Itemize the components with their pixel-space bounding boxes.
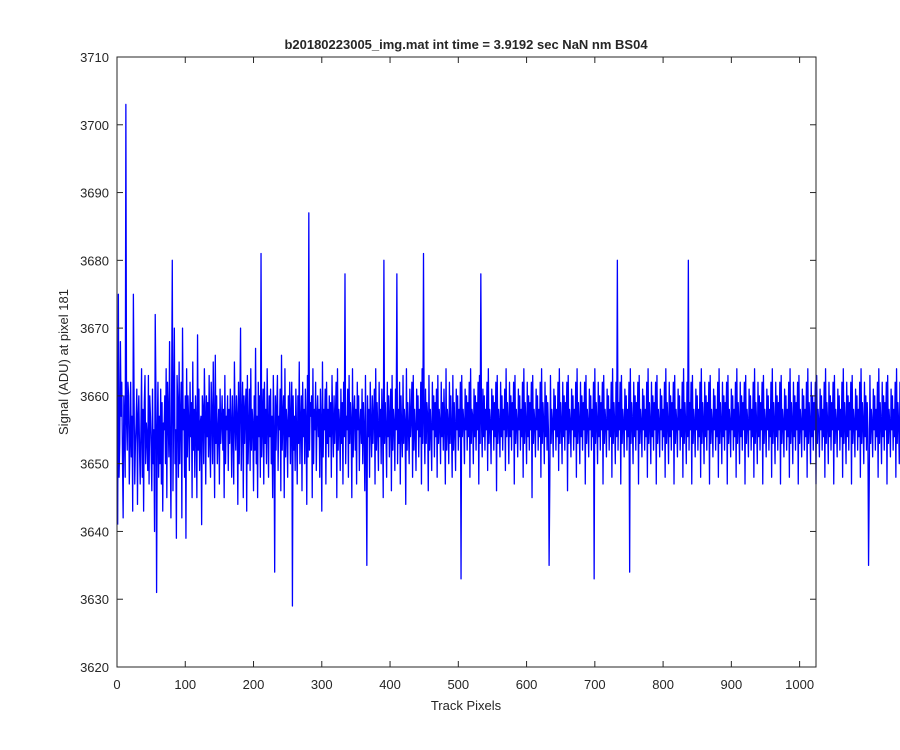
x-tick-label: 700 [584,677,606,692]
y-tick-label: 3660 [80,389,109,404]
x-tick-label: 1000 [785,677,814,692]
y-tick-label: 3640 [80,524,109,539]
x-tick-label: 800 [652,677,674,692]
y-tick-label: 3670 [80,321,109,336]
y-tick-label: 3620 [80,660,109,675]
x-tick-label: 300 [311,677,333,692]
x-axis-label: Track Pixels [431,698,502,713]
y-axis-ticks: 3620 3630 3640 3650 3660 3670 3680 3690 3700 3710 [80,50,816,675]
x-tick-label: 200 [243,677,265,692]
y-tick-label: 3690 [80,186,109,201]
x-tick-label: 400 [379,677,401,692]
y-tick-label: 3680 [80,253,109,268]
chart-title: b20180223005_img.mat int time = 3.9192 s… [284,37,648,52]
x-axis-ticks: 0 100 200 300 400 500 600 700 800 900 1000 [113,57,814,692]
y-tick-label: 3710 [80,50,109,65]
y-axis-label: Signal (ADU) at pixel 181 [56,289,71,435]
axes-box [116,56,817,668]
y-tick-label: 3630 [80,592,109,607]
signal-series-line [117,103,900,607]
x-tick-label: 0 [113,677,120,692]
x-tick-label: 600 [516,677,538,692]
y-tick-label: 3700 [80,118,109,133]
x-tick-label: 900 [721,677,743,692]
y-tick-label: 3650 [80,457,109,472]
plot-area [117,57,816,667]
x-tick-label: 500 [447,677,469,692]
x-tick-label: 100 [174,677,196,692]
